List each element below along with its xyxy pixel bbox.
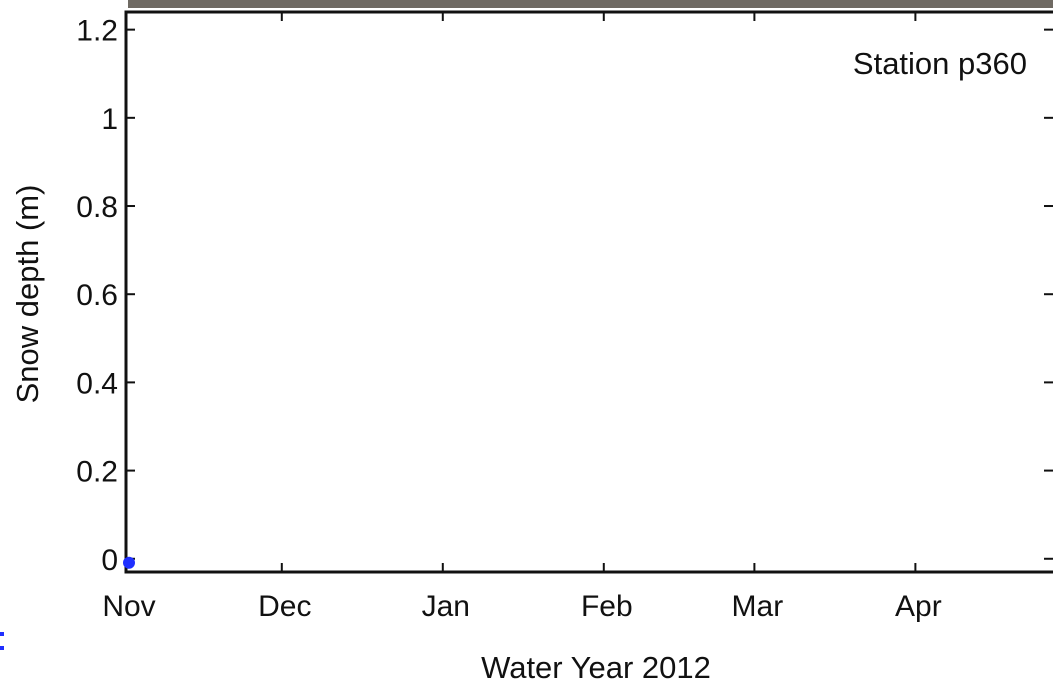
top-photo-strip [128, 0, 1053, 8]
data-point [123, 557, 135, 569]
y-tick-label: 1.2 [76, 15, 118, 48]
y-tick-label: 0 [101, 544, 118, 577]
y-tick-label: 0.8 [76, 191, 118, 224]
y-tick-label: 1 [101, 103, 118, 136]
data-layer [123, 557, 135, 569]
x-tick-label: Feb [581, 590, 633, 623]
x-tick-label: Nov [102, 590, 155, 623]
edge-mark [0, 646, 4, 650]
x-tick-label: Mar [732, 590, 784, 623]
plot-area [126, 12, 1053, 572]
y-tick-label: 0.6 [76, 279, 118, 312]
x-axis-title: Water Year 2012 [481, 650, 711, 685]
station-annotation: Station p360 [853, 46, 1027, 81]
y-tick-label: 0.2 [76, 456, 118, 489]
y-axis-title: Snow depth (m) [10, 185, 45, 404]
edge-mark [0, 632, 4, 636]
x-tick-label: Apr [895, 590, 942, 623]
x-tick-label: Dec [258, 590, 311, 623]
y-tick-label: 0.4 [76, 367, 118, 400]
x-tick-label: Jan [422, 590, 470, 623]
